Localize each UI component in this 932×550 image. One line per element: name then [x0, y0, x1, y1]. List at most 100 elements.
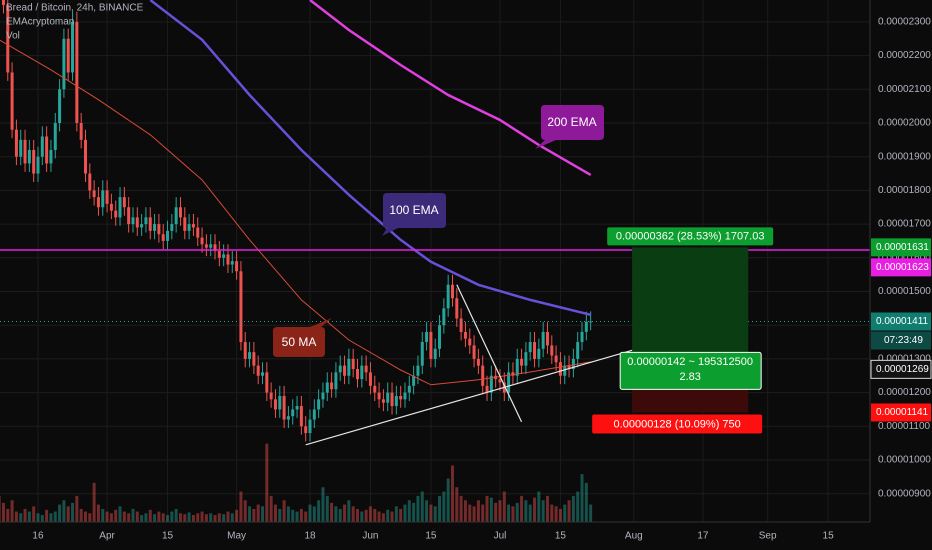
candle-body	[200, 237, 204, 245]
candle-body	[286, 416, 290, 420]
candle-body	[580, 331, 584, 343]
candle-body	[79, 123, 83, 140]
entry-label: 2.83	[679, 371, 700, 383]
volume-bar	[32, 506, 36, 522]
candle-body	[217, 251, 221, 258]
candle-body	[528, 342, 532, 353]
candle-body	[511, 372, 515, 376]
candle-body	[118, 197, 122, 218]
volume-bar	[528, 504, 532, 522]
price-tag	[871, 403, 931, 422]
candle-body	[386, 392, 390, 403]
volume-bar	[334, 506, 338, 522]
volume-bar	[53, 511, 57, 522]
candle-body	[321, 392, 325, 400]
legend-indicator: EMAcryptoman	[6, 17, 74, 28]
volume-bar	[71, 502, 75, 522]
volume-bar	[62, 500, 66, 522]
volume-bar	[40, 515, 44, 522]
candle-body	[96, 197, 100, 208]
y-tick-label: 0.00002200	[878, 50, 931, 61]
volume-bar	[373, 508, 377, 522]
candle-body	[563, 365, 567, 376]
volume-bar	[355, 508, 359, 522]
candle-body	[75, 21, 79, 124]
moving-average	[0, 39, 591, 386]
candle-body	[381, 399, 385, 403]
volume-bar	[511, 506, 515, 522]
x-tick-label: Jun	[362, 531, 378, 542]
candle-body	[412, 375, 416, 386]
volume-bar	[347, 500, 351, 522]
candle-body	[291, 409, 295, 417]
candle-body	[308, 419, 312, 434]
volume-bar	[338, 508, 342, 522]
candle-body	[174, 207, 178, 225]
candle-body	[589, 321, 593, 323]
volume-bar	[576, 491, 580, 522]
legend-volume: Vol	[6, 31, 20, 42]
volume-bar	[153, 514, 157, 522]
candle-body	[62, 38, 66, 90]
volume-bar	[343, 504, 347, 522]
candle-body	[576, 342, 580, 359]
volume-bar	[502, 491, 506, 522]
volume-bar	[291, 509, 295, 522]
candle-body	[140, 224, 144, 228]
candle-body	[368, 372, 372, 386]
volume-bar	[507, 504, 511, 522]
volume-bar	[273, 504, 277, 522]
volume-bar	[1, 502, 5, 522]
volume-bar	[83, 511, 87, 522]
candle-body	[377, 392, 381, 400]
candle-body	[183, 217, 187, 231]
volume-bar	[114, 509, 118, 522]
volume-bar	[278, 508, 282, 522]
y-tick-label: 0.00000900	[878, 488, 931, 499]
volume-bar	[325, 495, 329, 522]
candle-body	[222, 254, 226, 258]
candles	[1, 0, 593, 442]
volume-bar	[386, 509, 390, 522]
volume-bar	[252, 508, 256, 522]
callout-box	[382, 193, 446, 236]
candle-body	[429, 331, 433, 359]
volume-bar	[226, 511, 230, 522]
y-tick-label: 0.00001700	[878, 219, 931, 230]
volume-bar	[131, 508, 135, 522]
candle-body	[191, 224, 195, 228]
volume-bar	[49, 513, 53, 522]
volume-bar	[66, 506, 70, 522]
candle-body	[36, 156, 40, 174]
volume-bar	[381, 513, 385, 522]
candle-body	[243, 342, 247, 359]
candle-body	[550, 345, 554, 356]
candle-body	[114, 210, 118, 218]
volume-bar	[295, 511, 299, 522]
y-tick-label: 0.00002300	[878, 17, 931, 28]
price-tag	[870, 359, 932, 379]
x-tick-label: Jul	[494, 531, 507, 542]
volume-bar	[79, 508, 83, 522]
volume-bar	[317, 500, 321, 522]
volume-bar	[584, 482, 588, 522]
countdown-bg	[871, 331, 931, 350]
candle-body	[515, 358, 519, 376]
volume-bar	[403, 504, 407, 522]
candle-body	[196, 227, 200, 238]
candle-body	[364, 365, 368, 373]
moving-average	[149, 0, 591, 317]
volume-bar	[286, 506, 290, 522]
candle-body	[157, 224, 161, 235]
candle-body	[541, 331, 545, 349]
volume-bar	[27, 511, 31, 522]
volume-bar	[127, 513, 131, 522]
candle-body	[489, 375, 493, 393]
candle-body	[209, 244, 213, 248]
candle-body	[252, 352, 256, 366]
volume-bar	[282, 500, 286, 522]
volume-bar	[265, 443, 269, 522]
candle-body	[131, 217, 135, 225]
volume-bar	[481, 504, 485, 522]
volume-bar	[187, 512, 191, 522]
